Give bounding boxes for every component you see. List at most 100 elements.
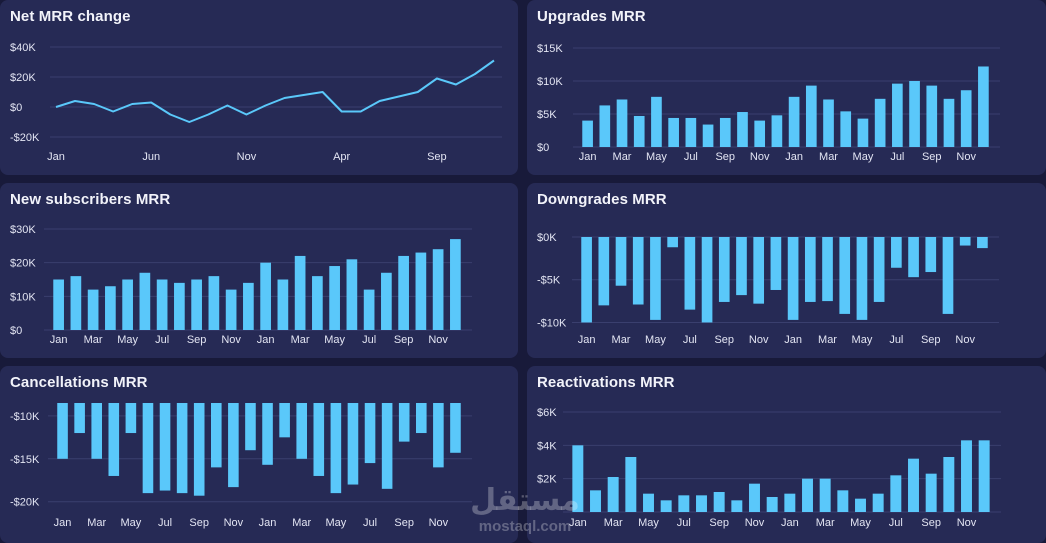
y-tick-label: $40K — [10, 42, 36, 54]
bar — [961, 440, 972, 512]
bar — [363, 289, 375, 330]
net-mrr-change-panel: -$20K $0 $20K $40K Jan Jun Nov Apr Sep Net MRR c… — [0, 0, 518, 175]
bar — [139, 272, 151, 330]
bar — [347, 403, 359, 485]
bar — [156, 279, 168, 330]
bar — [193, 403, 205, 496]
bar — [590, 490, 601, 512]
x-tick-label: Sep — [394, 517, 414, 529]
bar — [909, 81, 920, 147]
bar — [749, 483, 760, 512]
bar — [296, 403, 308, 459]
net-mrr-change-chart: -$20K $0 $20K $40K Jan Jun Nov Apr Sep — [10, 42, 502, 163]
x-tick-label: Mar — [816, 517, 835, 529]
bar — [890, 475, 902, 512]
x-tick-label: Jul — [890, 151, 904, 163]
bar — [822, 237, 833, 302]
bar — [668, 117, 679, 147]
bar — [210, 403, 222, 468]
bar — [943, 457, 955, 512]
bar — [977, 237, 988, 249]
reactivations-mrr-panel: $2K $4K $6K Jan Mar May Jul Sep Nov Jan Mar May Jul S… — [527, 366, 1046, 543]
bar — [837, 490, 849, 512]
bar — [892, 83, 903, 147]
bar — [891, 237, 902, 268]
bar — [142, 403, 154, 494]
bar — [766, 497, 778, 512]
bar — [330, 403, 342, 494]
bar — [908, 458, 919, 512]
bar — [450, 403, 461, 453]
y-tick-label: $15K — [537, 43, 563, 55]
x-tick-label: Sep — [187, 334, 207, 346]
x-tick-label: Jun — [142, 151, 160, 163]
bar — [823, 99, 834, 147]
y-tick-label: -$20K — [10, 132, 40, 144]
bar — [70, 276, 82, 330]
bar — [582, 120, 593, 147]
y-tick-label: $20K — [10, 72, 36, 84]
x-tick-label: May — [850, 517, 871, 529]
bar — [225, 289, 237, 330]
y-tick-label: -$20K — [10, 497, 40, 509]
downgrades-mrr-chart: -$10K -$5K $0K Jan Mar May Jul Sep Nov Jan Mar May J… — [537, 232, 999, 346]
x-tick-label: May — [324, 334, 345, 346]
y-tick-label: $20K — [10, 258, 36, 270]
new-subscribers-mrr-panel: $0 $10K $20K $30K Jan Mar May Jul Sep Nov Jan Mar Ma… — [0, 183, 518, 358]
bar — [713, 492, 725, 512]
y-tick-label: $10K — [537, 76, 563, 88]
bar — [87, 289, 99, 330]
bar — [633, 115, 645, 147]
x-tick-label: Jan — [569, 517, 587, 529]
cancellations-mrr-panel: -$20K -$15K -$10K Jan Mar May Jul Sep Nov Jan Mar M… — [0, 366, 518, 543]
bar — [660, 500, 672, 512]
bar — [632, 237, 644, 305]
bar — [908, 237, 919, 278]
bar — [650, 237, 661, 320]
bar — [432, 249, 444, 330]
bar — [625, 457, 637, 512]
bar — [262, 403, 273, 465]
x-tick-label: Nov — [237, 151, 257, 163]
bar — [108, 403, 120, 476]
downgrades-mrr-panel: -$10K -$5K $0K Jan Mar May Jul Sep Nov Jan Mar May J… — [527, 183, 1046, 358]
x-tick-label: Jan — [784, 334, 802, 346]
y-tick-label: -$10K — [537, 317, 567, 329]
y-tick-label: -$15K — [10, 454, 40, 466]
x-tick-label: Jul — [363, 517, 377, 529]
x-tick-label: Mar — [87, 517, 106, 529]
y-tick-label: $2K — [537, 474, 557, 486]
bar — [364, 403, 376, 464]
bar — [926, 85, 938, 147]
bar — [243, 282, 254, 330]
x-tick-label: Mar — [818, 334, 837, 346]
x-tick-label: Jan — [579, 151, 597, 163]
bar — [754, 120, 766, 147]
x-tick-label: Nov — [955, 334, 975, 346]
x-tick-label: May — [646, 151, 667, 163]
x-tick-label: Apr — [333, 151, 350, 163]
y-tick-label: $5K — [537, 109, 557, 121]
bar — [819, 478, 831, 512]
bar — [802, 478, 813, 512]
panel-title: New subscribers MRR — [10, 191, 171, 208]
bar — [329, 266, 340, 330]
bar — [125, 403, 137, 434]
x-tick-label: Nov — [745, 517, 765, 529]
x-tick-label: Mar — [291, 334, 310, 346]
bar — [433, 403, 444, 468]
bar — [381, 272, 392, 330]
bar — [294, 255, 306, 330]
panel-title: Downgrades MRR — [537, 191, 667, 208]
x-tick-label: Sep — [714, 334, 734, 346]
bar — [398, 403, 410, 442]
bar — [312, 276, 323, 330]
x-tick-label: Jan — [259, 517, 277, 529]
bar — [737, 112, 748, 147]
reactivations-mrr-chart: $2K $4K $6K Jan Mar May Jul Sep Nov Jan Mar May Jul S… — [537, 407, 1001, 529]
x-tick-label: Sep — [427, 151, 447, 163]
bar — [685, 117, 697, 147]
x-tick-label: May — [852, 334, 873, 346]
x-tick-label: Jan — [578, 334, 596, 346]
x-tick-label: Nov — [429, 517, 449, 529]
